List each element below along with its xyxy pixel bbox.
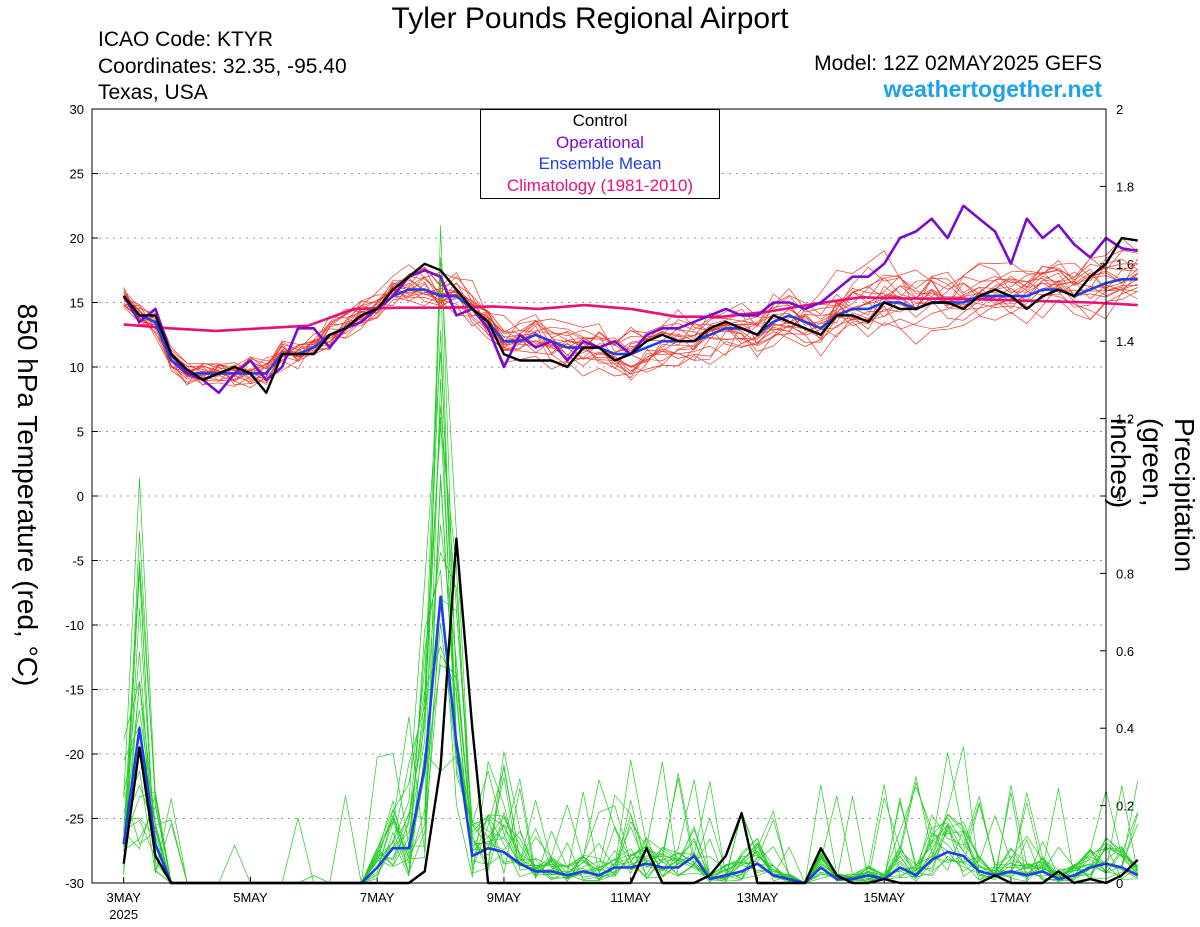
site-link[interactable]: weathertogether.net [883, 76, 1102, 102]
x-tick-label: 9MAY [487, 890, 522, 905]
x-tick-sublabel: 2025 [109, 907, 138, 922]
y-axis-left-label: 850 hPa Temperature (red, °C) [12, 303, 43, 687]
y-right-tick-label: 0.4 [1116, 721, 1134, 736]
legend-climatology: Climatology (1981-2010) [506, 175, 694, 195]
x-tick-label: 15MAY [863, 890, 905, 905]
x-tick-label: 13MAY [737, 890, 779, 905]
y-left-tick-label: 30 [70, 102, 84, 117]
y-left-tick-label: -20 [65, 747, 84, 762]
y-left-tick-label: -10 [65, 618, 84, 633]
temp-member-line [123, 275, 1138, 386]
y-right-tick-label: 0.2 [1116, 799, 1134, 814]
y-left-tick-label: 0 [77, 489, 84, 504]
y-right-tick-label: 1.2 [1116, 412, 1134, 427]
y-left-tick-label: 25 [70, 167, 84, 182]
y-right-tick-label: 1.4 [1116, 334, 1134, 349]
y-left-tick-label: -5 [72, 554, 84, 569]
icao-code: ICAO Code: KTYR [98, 28, 274, 51]
y-right-tick-label: 2 [1116, 102, 1123, 117]
y-right-tick-label: 1.6 [1116, 257, 1134, 272]
legend-ensemble-mean: Ensemble Mean [538, 154, 662, 173]
y-right-tick-label: 0 [1116, 876, 1123, 891]
y-left-tick-label: 15 [70, 296, 84, 311]
model-run: Model: 12Z 02MAY2025 GEFS [814, 52, 1102, 75]
x-tick-label: 11MAY [610, 890, 651, 905]
y-axis-right-label: 6-hour Precipitation (green, inches) [1105, 417, 1200, 573]
y-left-tick-label: -30 [65, 876, 84, 891]
y-left-tick-label: 5 [77, 425, 84, 440]
temp-member-line [123, 272, 1138, 389]
temp-member-line [123, 263, 1138, 381]
precip-member-line [123, 479, 1138, 884]
x-tick-label: 7MAY [360, 890, 395, 905]
region: Texas, USA [98, 81, 208, 104]
coordinates: Coordinates: 32.35, -95.40 [98, 55, 347, 78]
temp-control-line [122, 236, 1138, 394]
legend: Control Operational Ensemble Mean Climat… [480, 109, 720, 199]
legend-control: Control [572, 111, 628, 130]
y-right-tick-label: 1.8 [1116, 179, 1134, 194]
y-right-tick-label: 1 [1116, 489, 1123, 504]
legend-operational: Operational [556, 132, 644, 152]
temp-member-line [123, 284, 1138, 382]
x-tick-label: 3MAY [106, 890, 141, 905]
x-tick-label: 17MAY [990, 890, 1032, 905]
y-right-tick-label: 0.8 [1116, 566, 1134, 581]
y-left-tick-label: -15 [65, 683, 84, 698]
y-left-tick-label: 10 [70, 360, 84, 375]
y-left-tick-label: -25 [65, 812, 84, 827]
y-right-tick-label: 0.6 [1116, 644, 1134, 659]
x-tick-label: 5MAY [233, 890, 268, 905]
y-left-tick-label: 20 [70, 231, 84, 246]
chart-title: Tyler Pounds Regional Airport [391, 2, 789, 35]
